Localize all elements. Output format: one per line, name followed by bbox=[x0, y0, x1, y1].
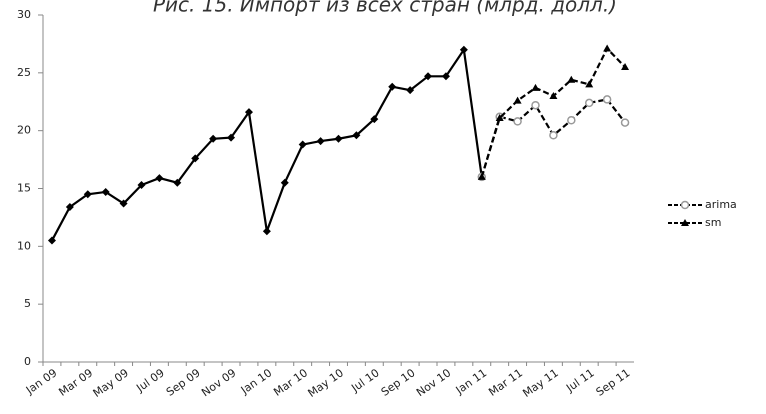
x-tick-label: May 10 bbox=[306, 366, 346, 400]
point bbox=[459, 45, 468, 54]
point bbox=[602, 95, 612, 104]
point bbox=[370, 115, 379, 124]
x-tick-label: Jul 09 bbox=[133, 366, 166, 395]
point bbox=[227, 133, 236, 142]
point bbox=[101, 187, 110, 196]
point bbox=[603, 44, 612, 52]
x-tick-label: Jul 10 bbox=[348, 366, 381, 395]
point bbox=[549, 91, 558, 99]
point bbox=[513, 117, 522, 126]
x-tick-label: May 09 bbox=[91, 366, 131, 400]
y-tick-label: 0 bbox=[24, 355, 31, 368]
point bbox=[298, 140, 307, 149]
point bbox=[65, 203, 74, 212]
point bbox=[137, 181, 146, 190]
point bbox=[388, 82, 397, 91]
point bbox=[83, 190, 92, 199]
y-tick-label: 5 bbox=[24, 297, 31, 310]
point bbox=[424, 72, 433, 81]
legend-label: arima bbox=[705, 198, 737, 211]
point bbox=[352, 131, 361, 140]
point bbox=[244, 108, 253, 117]
point bbox=[513, 96, 522, 104]
point bbox=[119, 199, 128, 208]
point bbox=[334, 134, 343, 143]
x-tick-label: Mar 11 bbox=[486, 366, 525, 399]
y-tick-label: 10 bbox=[17, 239, 31, 252]
point bbox=[406, 86, 415, 95]
x-tick-label: Sep 10 bbox=[379, 366, 418, 399]
x-tick-label: Nov 09 bbox=[199, 366, 238, 399]
point bbox=[477, 172, 486, 180]
point bbox=[191, 154, 200, 163]
y-tick-label: 20 bbox=[17, 124, 31, 137]
y-tick-label: 15 bbox=[17, 182, 31, 195]
y-tick-label: 25 bbox=[17, 66, 31, 79]
point bbox=[316, 137, 325, 146]
legend-marker bbox=[680, 200, 690, 210]
point bbox=[495, 113, 504, 121]
point bbox=[531, 83, 540, 91]
point bbox=[567, 75, 576, 83]
point bbox=[280, 178, 289, 187]
legend-label: sm bbox=[705, 216, 721, 229]
x-tick-label: Jan 10 bbox=[238, 366, 274, 397]
x-tick-label: Mar 09 bbox=[56, 366, 95, 399]
point bbox=[531, 100, 540, 110]
x-tick-label: Sep 09 bbox=[164, 366, 203, 399]
chart-title: Рис. 15. Импорт из всех стран (млрд. дол… bbox=[153, 0, 617, 17]
x-tick-label: Jan 09 bbox=[23, 366, 59, 397]
x-tick-label: May 11 bbox=[520, 366, 560, 400]
point bbox=[155, 174, 164, 183]
point bbox=[620, 118, 630, 127]
point bbox=[262, 227, 271, 236]
point bbox=[584, 98, 594, 108]
series-line bbox=[50, 46, 483, 242]
x-tick-label: Jul 11 bbox=[563, 366, 596, 395]
x-tick-label: Mar 10 bbox=[271, 366, 310, 399]
point bbox=[441, 72, 450, 81]
point bbox=[209, 134, 218, 143]
y-tick-label: 30 bbox=[17, 8, 31, 21]
point bbox=[47, 236, 56, 245]
point bbox=[549, 131, 558, 140]
point bbox=[585, 80, 594, 88]
series-line bbox=[480, 46, 626, 178]
x-tick-label: Sep 11 bbox=[594, 366, 633, 399]
legend-marker bbox=[681, 219, 689, 226]
x-tick-label: Jan 11 bbox=[453, 366, 489, 397]
point bbox=[173, 178, 182, 187]
x-tick-label: Nov 10 bbox=[414, 366, 453, 399]
point bbox=[567, 116, 576, 125]
point bbox=[621, 63, 630, 71]
